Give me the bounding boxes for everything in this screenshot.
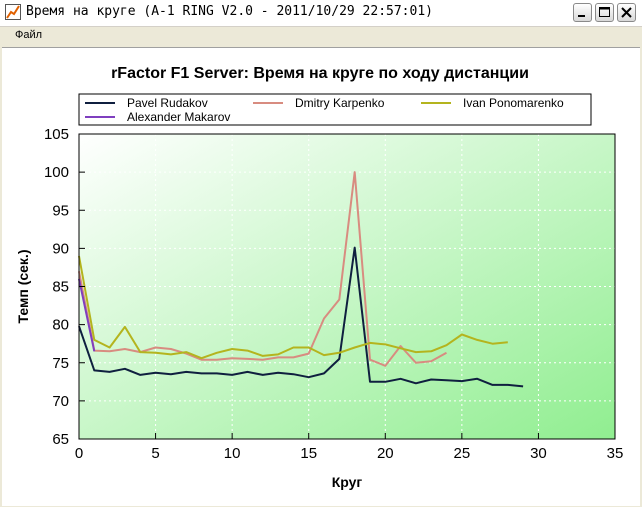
chart-area: rFactor F1 Server: Время на круге по ход… bbox=[2, 47, 640, 506]
legend-label: Pavel Rudakov bbox=[127, 96, 208, 110]
series-layer bbox=[78, 171, 524, 388]
chart-title: rFactor F1 Server: Время на круге по ход… bbox=[111, 65, 529, 82]
close-icon bbox=[621, 7, 632, 18]
x-tick-label: 5 bbox=[151, 445, 159, 462]
y-tick-label: 105 bbox=[44, 126, 69, 143]
menu-item-file[interactable]: Файл bbox=[15, 29, 43, 41]
series-line-0 bbox=[78, 246, 524, 388]
x-tick-label: 10 bbox=[224, 445, 241, 462]
app-icon bbox=[5, 4, 21, 20]
x-tick-label: 0 bbox=[75, 445, 83, 462]
chart-legend: Pavel Rudakov Dmitry Karpenko Ivan Ponomar… bbox=[78, 93, 592, 126]
series-line-3 bbox=[78, 278, 96, 352]
legend-box bbox=[78, 93, 592, 126]
maximize-button[interactable] bbox=[595, 3, 614, 22]
y-tick-label: 90 bbox=[52, 240, 69, 257]
x-axis-label: Круг bbox=[332, 474, 363, 490]
minimize-icon bbox=[578, 15, 585, 17]
series-line-2 bbox=[78, 255, 508, 360]
y-tick-label: 70 bbox=[52, 393, 69, 410]
legend-label: Dmitry Karpenko bbox=[295, 96, 385, 110]
lap-time-chart: rFactor F1 Server: Время на круге по ход… bbox=[15, 65, 623, 490]
window-title: Время на круге (A-1 RING V2.0 - 2011/10/… bbox=[26, 4, 433, 19]
y-tick-label: 100 bbox=[44, 164, 69, 181]
x-tick-label: 30 bbox=[530, 445, 547, 462]
x-tick-label: 20 bbox=[377, 445, 394, 462]
y-tick-label: 80 bbox=[52, 317, 69, 334]
close-button[interactable] bbox=[617, 3, 636, 22]
legend-label: Ivan Ponomarenko bbox=[463, 96, 564, 110]
title-bar[interactable]: Время на круге (A-1 RING V2.0 - 2011/10/… bbox=[0, 0, 642, 27]
legend-label: Alexander Makarov bbox=[127, 110, 230, 124]
maximize-icon bbox=[599, 7, 610, 17]
minimize-button[interactable] bbox=[573, 3, 592, 22]
y-tick-label: 85 bbox=[52, 279, 69, 296]
menu-bar: Файл bbox=[0, 27, 642, 46]
y-axis-label: Темп (сек.) bbox=[15, 250, 31, 324]
y-tick-label: 75 bbox=[52, 355, 69, 372]
x-tick-label: 25 bbox=[454, 445, 471, 462]
axes: 0 5 10 15 20 25 30 35 65 70 75 80 85 90 95 100 105 bbox=[44, 126, 623, 462]
x-tick-label: 35 bbox=[607, 445, 624, 462]
y-tick-label: 95 bbox=[52, 202, 69, 219]
x-tick-label: 15 bbox=[300, 445, 317, 462]
y-tick-label: 65 bbox=[52, 431, 69, 448]
